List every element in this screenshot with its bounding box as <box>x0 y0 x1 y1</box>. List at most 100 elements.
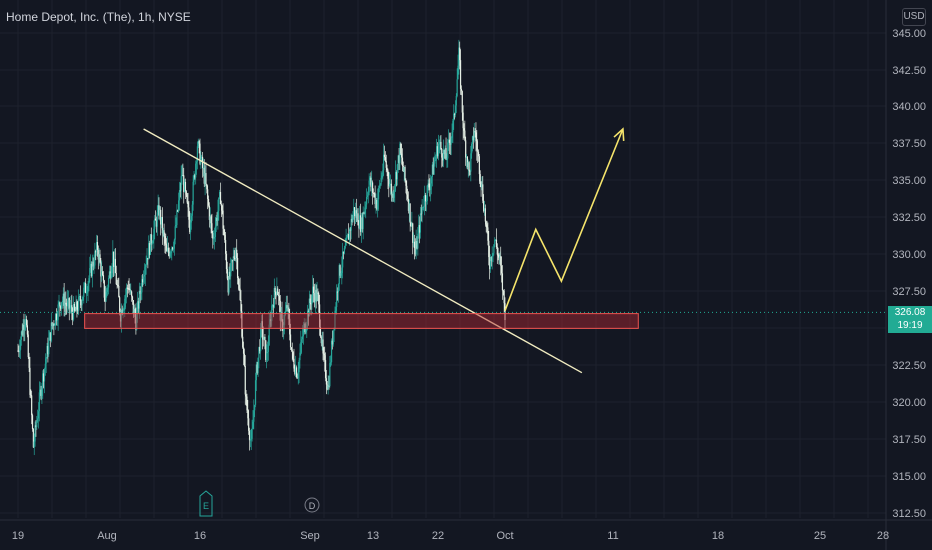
candle-body <box>221 205 223 211</box>
candle-body <box>28 357 30 368</box>
candle-body <box>426 185 428 202</box>
candle-body <box>470 153 472 172</box>
candle-body <box>33 441 35 448</box>
candle-body <box>495 239 498 248</box>
candle-body <box>254 380 257 405</box>
candle-body <box>49 332 52 341</box>
candle-body <box>276 288 278 295</box>
candle-body <box>289 318 291 335</box>
candle-body <box>219 191 221 198</box>
candle-body <box>487 227 489 241</box>
candle-body <box>209 216 211 220</box>
candle-body <box>53 323 55 326</box>
candle-body <box>154 218 156 229</box>
candle-body <box>483 200 485 212</box>
marker-label: D <box>309 501 316 511</box>
candle-body <box>409 203 411 223</box>
candle-body <box>324 360 327 379</box>
candle-body <box>158 205 160 216</box>
candle-body <box>333 327 335 331</box>
candle-body <box>331 340 334 345</box>
candle-body <box>465 157 468 159</box>
candle-body <box>45 358 47 364</box>
candle-body <box>412 223 414 243</box>
candle-body <box>272 304 275 308</box>
candle-body <box>446 158 448 160</box>
candle-body <box>379 184 381 186</box>
candle-body <box>444 148 446 155</box>
candle-body <box>202 167 205 169</box>
currency-badge[interactable]: USD <box>902 8 926 26</box>
candle-body <box>387 170 389 179</box>
candle-body <box>131 296 134 301</box>
candle-body <box>173 239 175 249</box>
candle-body <box>351 218 353 222</box>
candle-body <box>278 295 281 301</box>
candle-body <box>383 154 386 157</box>
candle-body <box>245 394 247 397</box>
candle-body <box>283 315 286 326</box>
candle-body <box>218 197 220 211</box>
candle-body <box>78 295 81 297</box>
candle-body <box>207 198 210 206</box>
x-tick-label: 22 <box>432 530 444 542</box>
candle-body <box>98 254 100 260</box>
candle-body <box>392 193 394 198</box>
candle-body <box>225 253 228 270</box>
candle-body <box>332 330 334 345</box>
candle-body <box>372 192 375 194</box>
candle-body <box>427 183 429 186</box>
candle-body <box>86 292 88 294</box>
candle-body <box>21 331 23 335</box>
candle-body <box>47 345 49 355</box>
last-price-value: 326.08 <box>894 307 926 318</box>
candle-body <box>492 253 494 257</box>
x-tick-label: Aug <box>97 530 117 542</box>
candle-body <box>215 217 217 227</box>
candle-series <box>17 39 506 456</box>
candle-body <box>297 372 299 379</box>
candle-body <box>421 208 423 214</box>
y-tick-label: 317.50 <box>892 434 926 446</box>
candle-body <box>17 350 19 352</box>
candle-body <box>117 285 119 287</box>
candle-body <box>353 207 355 215</box>
candle-body <box>298 360 300 373</box>
candle-body <box>224 235 226 240</box>
candle-body <box>69 307 71 309</box>
candle-body <box>430 183 432 190</box>
candle-body <box>373 193 375 195</box>
candle-body <box>277 295 280 297</box>
y-tick-label: 312.50 <box>892 508 926 520</box>
candle-body <box>371 182 373 187</box>
candle-body <box>281 312 283 323</box>
candle-body <box>196 146 199 162</box>
candle-body <box>477 151 480 157</box>
candle-body <box>184 181 187 192</box>
trend-line <box>143 128 583 374</box>
candle-body <box>187 202 189 208</box>
candle-body <box>398 155 400 163</box>
candle-body <box>503 290 505 304</box>
candle-body <box>174 226 176 240</box>
candle-body <box>475 132 477 142</box>
candle-body <box>268 324 270 345</box>
candle-body <box>60 302 63 309</box>
y-tick-label: 330.00 <box>892 249 926 261</box>
candle-body <box>311 295 313 305</box>
candle-body <box>25 319 28 326</box>
candle-body <box>309 298 311 303</box>
candle-body <box>468 162 470 171</box>
candle-body <box>115 272 117 285</box>
candle-body <box>361 217 363 229</box>
candle-body <box>106 289 108 292</box>
candle-body <box>146 258 148 265</box>
x-tick-label: 25 <box>814 530 826 542</box>
candle-body <box>495 239 497 241</box>
candle-body <box>42 373 44 388</box>
candle-body <box>307 310 309 325</box>
y-tick-label: 327.50 <box>892 286 926 298</box>
candle-body <box>164 236 166 244</box>
candle-body <box>348 233 350 240</box>
